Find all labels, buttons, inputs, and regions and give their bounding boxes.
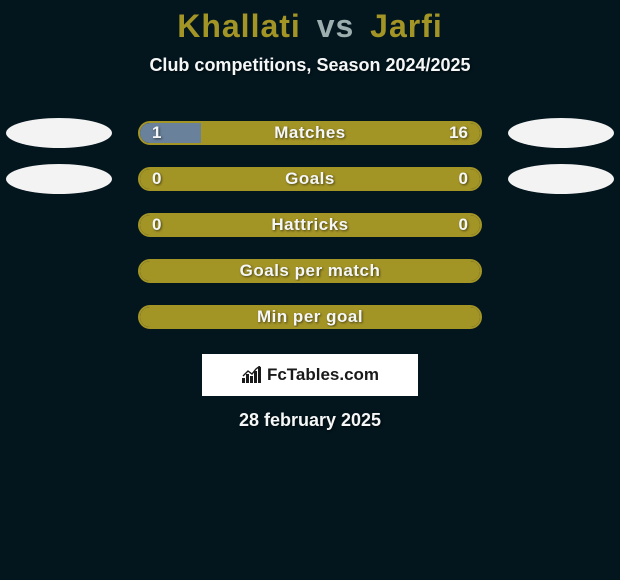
title-vs: vs (317, 8, 355, 44)
stat-label: Min per goal (257, 307, 363, 327)
stat-label: Goals (285, 169, 335, 189)
player2-avatar (508, 118, 614, 148)
date-text: 28 february 2025 (0, 410, 620, 431)
stat-row-matches: 1 Matches 16 (0, 110, 620, 156)
stat-bar: 0 Goals 0 (138, 167, 482, 191)
brand-text: FcTables.com (267, 365, 379, 385)
comparison-card: Khallati vs Jarfi Club competitions, Sea… (0, 0, 620, 580)
stat-bar: 0 Hattricks 0 (138, 213, 482, 237)
brand-chart-icon (241, 366, 263, 384)
stat-label: Goals per match (240, 261, 381, 281)
stat-bar: Goals per match (138, 259, 482, 283)
stat-value-left: 0 (152, 169, 161, 189)
title: Khallati vs Jarfi (0, 0, 620, 45)
player1-avatar (6, 164, 112, 194)
bar-fill-left (140, 123, 201, 143)
brand-box: FcTables.com (202, 354, 418, 396)
stat-value-left: 1 (152, 123, 161, 143)
player2-avatar (508, 164, 614, 194)
subtitle: Club competitions, Season 2024/2025 (0, 55, 620, 76)
stat-value-left: 0 (152, 215, 161, 235)
stat-value-right: 0 (459, 169, 468, 189)
stats-section: 1 Matches 16 0 Goals 0 0 Ha (0, 110, 620, 340)
stat-row-gpm: Goals per match (0, 248, 620, 294)
stat-value-right: 0 (459, 215, 468, 235)
stat-row-hattricks: 0 Hattricks 0 (0, 202, 620, 248)
stat-bar: 1 Matches 16 (138, 121, 482, 145)
player2-name: Jarfi (370, 8, 443, 44)
stat-label: Matches (274, 123, 346, 143)
stat-bar: Min per goal (138, 305, 482, 329)
player1-name: Khallati (177, 8, 301, 44)
stat-label: Hattricks (271, 215, 348, 235)
player1-avatar (6, 118, 112, 148)
stat-row-goals: 0 Goals 0 (0, 156, 620, 202)
stat-row-mpg: Min per goal (0, 294, 620, 340)
stat-value-right: 16 (449, 123, 468, 143)
